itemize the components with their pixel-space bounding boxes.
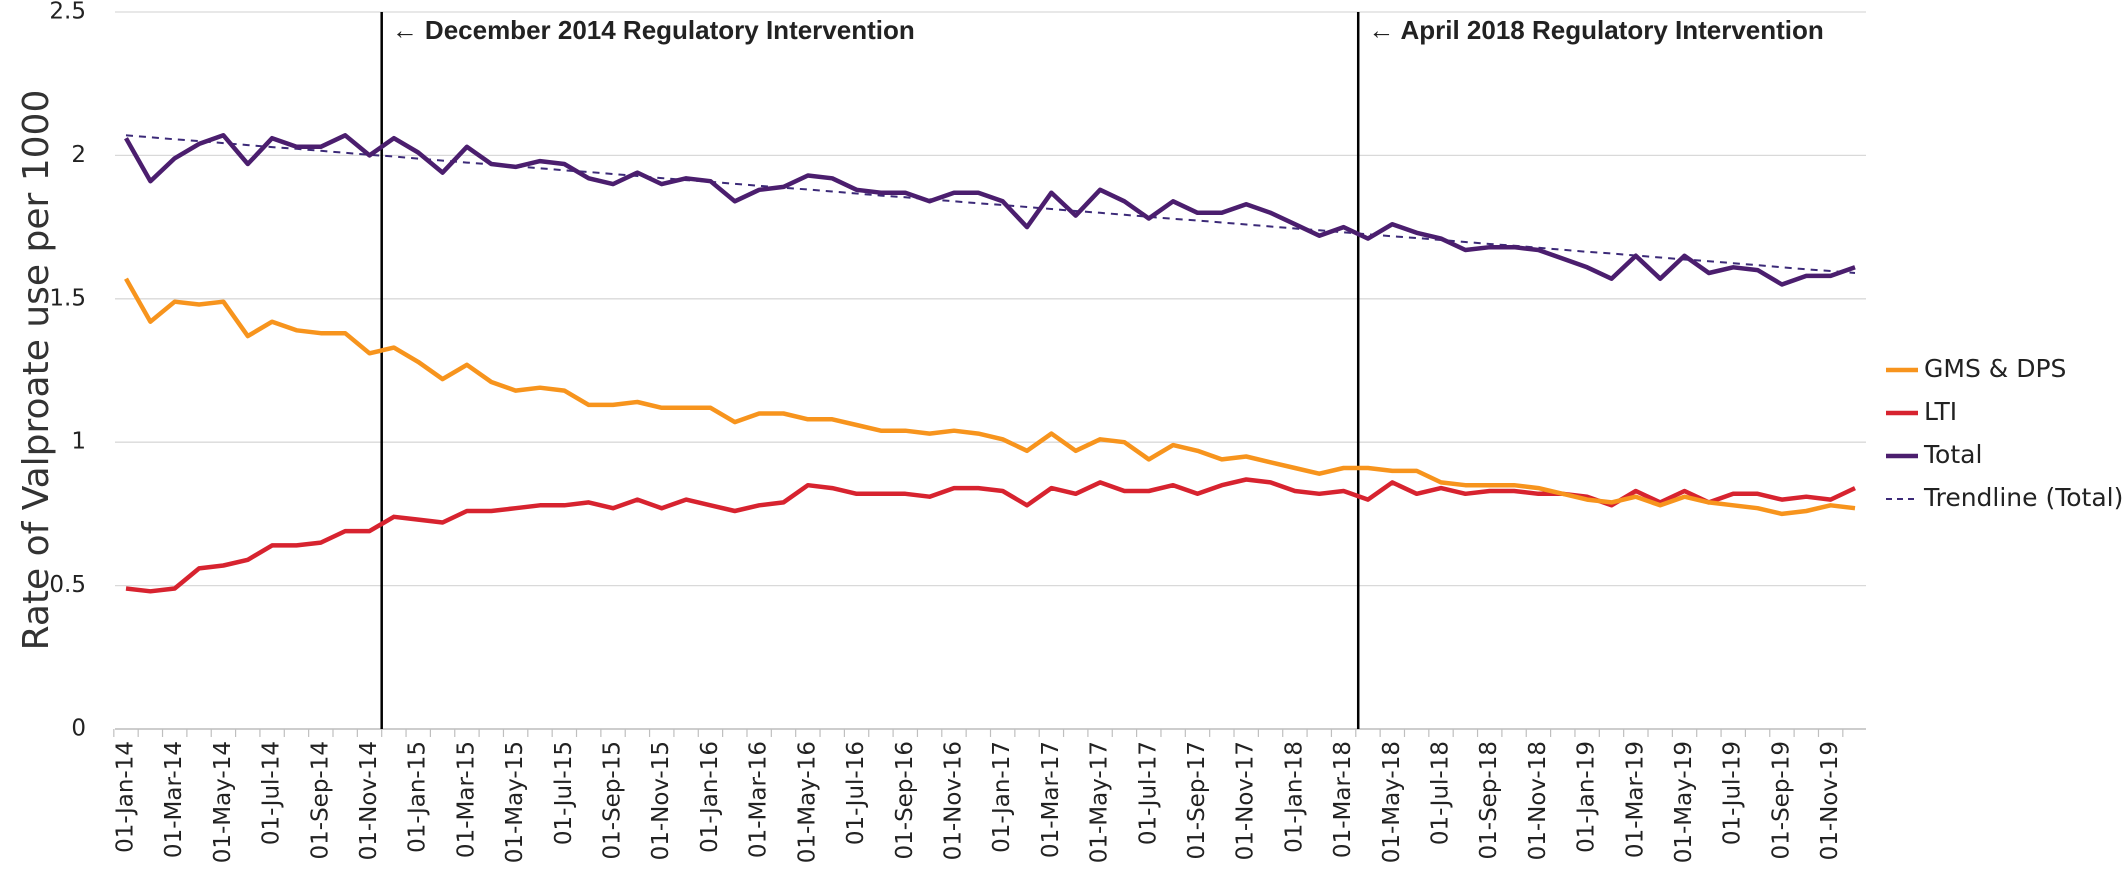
trendline (125, 134, 1856, 274)
x-tick-label: 01-Sep-15 (600, 741, 626, 859)
x-tick-label: 01-Mar-14 (161, 741, 187, 858)
y-tick-label: 0 (71, 716, 86, 742)
x-tick-label: 01-Jan-19 (1574, 741, 1600, 853)
series-line (124, 133, 1856, 287)
series-line (125, 477, 1856, 594)
x-tick-label: 01-Mar-16 (746, 741, 772, 858)
x-tick-label: 01-Nov-18 (1525, 741, 1551, 860)
y-tick-label: 0.5 (49, 572, 86, 598)
legend-label: LTI (1924, 397, 1957, 426)
x-tick-label: 01-Jul-18 (1428, 741, 1454, 845)
x-tick-label: 01-May-14 (210, 741, 236, 863)
x-tick-label: 01-Jan-16 (697, 741, 723, 853)
x-tick-label: 01-Jan-15 (405, 741, 431, 853)
x-tick-label: 01-Mar-15 (453, 741, 479, 858)
x-tick-label: 01-Jul-17 (1135, 741, 1161, 845)
x-tick-label: 01-Mar-18 (1330, 741, 1356, 858)
annotation: ← December 2014 Regulatory Intervention (392, 15, 915, 45)
x-tick-label: 01-Jan-17 (989, 741, 1015, 853)
y-tick-label: 2.5 (49, 0, 86, 25)
x-tick-label: 01-Sep-19 (1768, 741, 1794, 859)
x-tick-label: 01-Nov-15 (648, 741, 674, 860)
x-tick-label: 01-Nov-17 (1233, 741, 1259, 860)
legend-label: Total (1923, 440, 1982, 469)
x-tick-label: 01-Nov-16 (940, 741, 966, 860)
annotation: ← April 2018 Regulatory Intervention (1368, 15, 1824, 45)
x-tick-label: 01-Nov-14 (356, 741, 382, 860)
x-tick-label: 01-Jan-14 (113, 741, 139, 853)
x-tick-label: 01-Sep-16 (892, 741, 918, 859)
y-tick-label: 2 (71, 142, 86, 168)
x-tick-label: 01-Jul-15 (551, 741, 577, 845)
y-tick-label: 1.5 (49, 285, 86, 311)
x-tick-label: 01-May-15 (502, 741, 528, 863)
series-line (124, 277, 1856, 517)
x-tick-label: 01-May-18 (1379, 741, 1405, 863)
legend-label: GMS & DPS (1924, 354, 2066, 383)
x-tick-label: 01-Jul-19 (1720, 741, 1746, 845)
x-tick-label: 01-May-19 (1671, 741, 1697, 863)
x-tick-label: 01-Mar-17 (1038, 741, 1064, 858)
x-tick-label: 01-Jan-18 (1281, 741, 1307, 853)
x-tick-label: 01-Jul-16 (843, 741, 869, 845)
x-tick-label: 01-Jul-14 (259, 741, 285, 845)
x-tick-label: 01-Sep-17 (1184, 741, 1210, 859)
x-tick-label: 01-May-17 (1087, 741, 1113, 863)
x-tick-label: 01-Sep-14 (307, 741, 333, 859)
x-tick-label: 01-Mar-19 (1622, 741, 1648, 858)
y-axis-title: Rate of Valproate use per 1000 (16, 90, 57, 651)
y-tick-label: 1 (71, 429, 86, 455)
x-tick-label: 01-Nov-19 (1817, 741, 1843, 860)
x-tick-label: 01-Sep-18 (1476, 741, 1502, 859)
x-tick-label: 01-May-16 (794, 741, 820, 863)
legend-label: Trendline (Total) (1923, 483, 2123, 512)
